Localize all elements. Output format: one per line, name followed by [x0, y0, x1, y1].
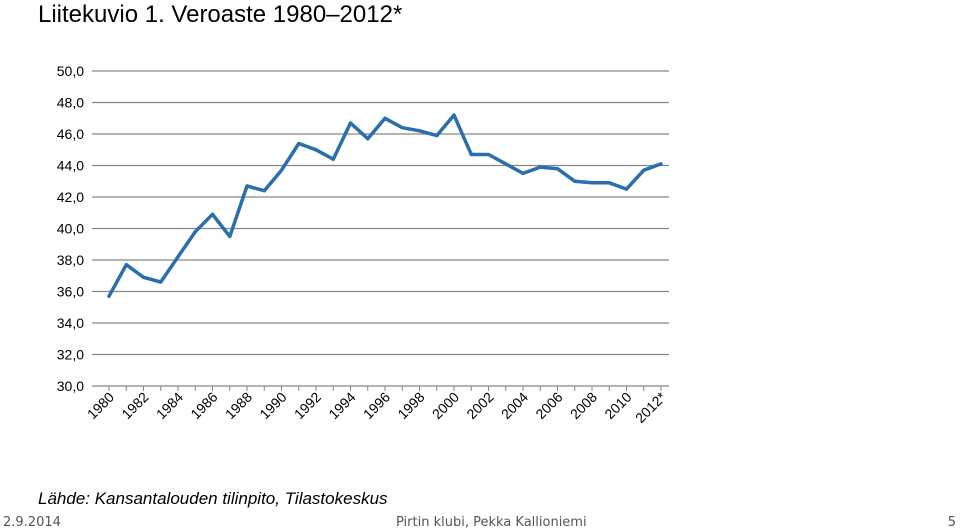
data-point [417, 129, 422, 133]
x-tick-label: 1980 [84, 389, 117, 422]
x-tick-label: 1992 [291, 389, 324, 422]
data-point [159, 280, 163, 284]
data-point [642, 168, 646, 172]
x-tick-label: 1982 [118, 389, 151, 422]
data-point [469, 152, 473, 157]
data-point [607, 181, 611, 185]
y-tick-label: 32,0 [57, 347, 84, 363]
x-axis [108, 386, 662, 391]
x-tick-label: 1986 [187, 389, 220, 422]
x-tick-label: 1996 [360, 389, 393, 422]
series-line-0 [107, 113, 663, 298]
x-tick-label: 1988 [222, 389, 255, 422]
footer-date: 2.9.2014 [3, 515, 61, 530]
x-tick-label: 1990 [256, 389, 289, 422]
y-tick-label: 50,0 [57, 63, 84, 79]
data-point [383, 116, 387, 120]
data-point [279, 168, 284, 172]
data-point [590, 181, 594, 185]
source-note: Lähde: Kansantalouden tilinpito, Tilasto… [38, 489, 388, 508]
y-axis-tick-labels: 30,0 32,0 34,0 36,0 38,0 40,0 42,0 44,0 46,0 48,0… [57, 63, 84, 394]
data-point [486, 152, 491, 157]
series-group [107, 113, 663, 298]
gridlines [92, 70, 669, 387]
x-tick-label: 2000 [429, 389, 462, 422]
y-tick-label: 46,0 [57, 126, 84, 142]
y-tick-label: 34,0 [57, 315, 84, 331]
data-point [141, 275, 146, 279]
data-point [521, 171, 525, 175]
data-point [314, 148, 318, 152]
data-point [331, 157, 335, 161]
data-point [624, 187, 629, 191]
data-point [176, 255, 180, 259]
data-point [297, 141, 301, 146]
y-tick-label: 40,0 [57, 221, 84, 237]
y-tick-label: 44,0 [57, 158, 84, 174]
x-tick-label: 1998 [394, 389, 427, 422]
x-axis-tick-labels: 1980 1982 1984 1986 1988 1990 1992 1994 1996 1998… [84, 388, 670, 426]
x-tick-label: 2004 [498, 389, 531, 422]
data-point [124, 263, 128, 267]
x-tick-label: 2002 [463, 389, 496, 422]
page-number: 5 [947, 515, 956, 530]
data-point [400, 126, 404, 130]
y-tick-label: 38,0 [57, 252, 84, 268]
data-point [538, 165, 542, 169]
data-point [228, 234, 232, 238]
data-point [107, 294, 111, 298]
data-point [193, 230, 197, 234]
data-point [262, 189, 266, 193]
y-tick-label: 48,0 [57, 95, 84, 111]
data-point [504, 162, 508, 166]
x-tick-label: 2006 [532, 389, 565, 422]
chart-title: Liitekuvio 1. Veroaste 1980–2012* [38, 1, 403, 28]
x-tick-label: 1994 [325, 389, 358, 422]
data-point [435, 133, 439, 138]
data-point [366, 137, 370, 141]
data-point [348, 121, 353, 125]
data-point [659, 162, 663, 166]
x-tick-label: 2008 [567, 389, 600, 422]
y-tick-label: 36,0 [57, 284, 84, 300]
data-point [210, 212, 215, 216]
y-tick-label: 42,0 [57, 189, 84, 205]
x-tick-label: 2012* [632, 388, 670, 426]
data-point [555, 167, 560, 171]
data-point [573, 179, 577, 183]
y-tick-label: 30,0 [57, 378, 84, 394]
footer-author: Pirtin klubi, Pekka Kallioniemi [396, 515, 587, 530]
x-tick-label: 1984 [153, 389, 186, 422]
data-point [452, 113, 456, 117]
x-tick-label: 2010 [601, 389, 634, 422]
data-point [245, 184, 249, 188]
